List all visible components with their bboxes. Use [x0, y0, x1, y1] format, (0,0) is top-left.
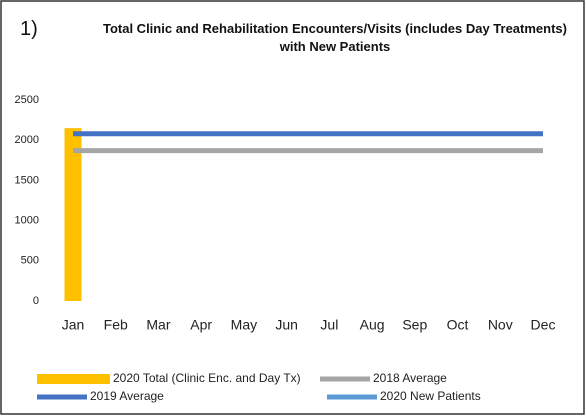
x-tick-label: Jun [275, 317, 298, 333]
legend-label: 2020 Total (Clinic Enc. and Day Tx) [113, 371, 301, 385]
y-tick-label: 2000 [15, 134, 39, 146]
legend-label: 2018 Average [373, 371, 447, 385]
x-tick-label: Oct [447, 317, 469, 333]
chart-number: 1) [20, 18, 38, 40]
x-tick-label: Aug [360, 317, 385, 333]
x-tick-label: May [231, 317, 257, 333]
x-tick-label: Nov [488, 317, 513, 333]
x-tick-label: Jul [320, 317, 338, 333]
x-tick-label: Apr [190, 317, 212, 333]
y-tick-label: 1500 [15, 174, 39, 186]
y-tick-label: 0 [33, 295, 39, 307]
x-tick-label: Jan [62, 317, 85, 333]
x-tick-label: Mar [146, 317, 170, 333]
legend-label: 2020 New Patients [380, 389, 481, 403]
x-tick-label: Sep [402, 317, 427, 333]
y-tick-label: 2500 [15, 94, 39, 106]
legend-swatch [37, 374, 110, 384]
x-tick-label: Feb [104, 317, 128, 333]
bar [64, 128, 82, 301]
y-tick-label: 500 [21, 255, 39, 267]
chart-title: Total Clinic and Rehabilitation Encounte… [102, 21, 567, 54]
x-tick-label: Dec [531, 317, 556, 333]
legend-label: 2019 Average [90, 389, 164, 403]
y-tick-label: 1000 [15, 215, 39, 227]
